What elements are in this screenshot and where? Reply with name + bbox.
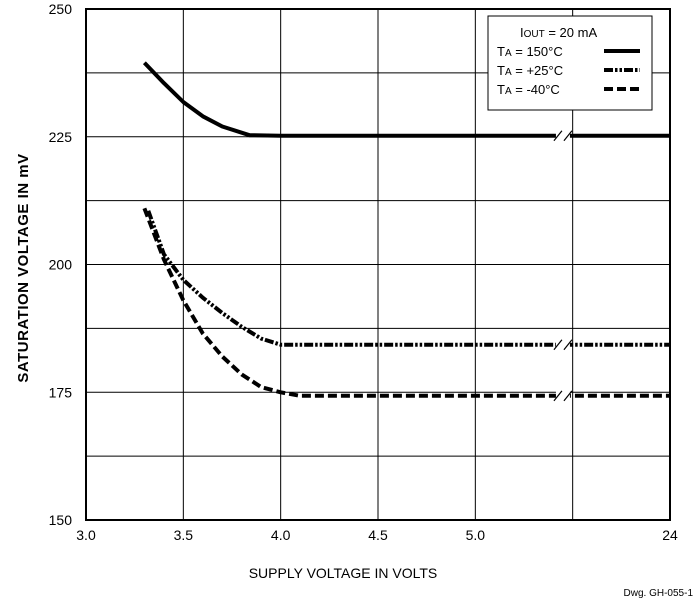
grid bbox=[86, 9, 670, 520]
series-line-2 bbox=[146, 210, 670, 347]
legend-entries: TA = 150°C TA = +25°C TA = -40°C bbox=[497, 44, 640, 97]
break-slash bbox=[553, 130, 563, 142]
break-slash bbox=[563, 130, 573, 142]
y-axis-label: SATURATION VOLTAGE IN mV bbox=[15, 153, 32, 382]
break-gap bbox=[555, 130, 570, 141]
y-tick-label: 175 bbox=[49, 384, 73, 400]
x-tick-label: 3.5 bbox=[174, 527, 194, 543]
break-gap bbox=[555, 339, 570, 350]
series-layer bbox=[142, 61, 670, 398]
legend-box bbox=[487, 15, 653, 111]
y-tick-label: 225 bbox=[49, 129, 73, 145]
y-tick-label: 200 bbox=[49, 257, 73, 273]
y-tick-label: 250 bbox=[49, 1, 73, 17]
y-tick-labels: 150 175 200 225 250 bbox=[49, 1, 73, 528]
break-slash bbox=[563, 339, 573, 351]
x-tick-label: 24 bbox=[662, 527, 678, 543]
legend: IOUT = 20 mA TA = 150°C TA = +25°C TA = -4… bbox=[487, 15, 653, 111]
plot-frame bbox=[85, 8, 671, 521]
break-gap bbox=[555, 390, 570, 401]
x-tick-label: 3.0 bbox=[76, 527, 96, 543]
x-tick-label: 4.0 bbox=[271, 527, 291, 543]
series-line-3 bbox=[142, 207, 670, 398]
y-tick-label: 150 bbox=[49, 512, 73, 528]
legend-label: TA = +25°C bbox=[497, 63, 563, 78]
axis-break-marks bbox=[553, 130, 573, 402]
break-slash bbox=[553, 390, 563, 402]
break-slash bbox=[563, 390, 573, 402]
legend-label: TA = -40°C bbox=[497, 82, 560, 97]
legend-header: IOUT = 20 mA bbox=[520, 25, 597, 40]
drawing-id: Dwg. GH-055-1 bbox=[624, 588, 694, 599]
x-tick-label: 5.0 bbox=[466, 527, 486, 543]
series-line-1 bbox=[142, 61, 670, 138]
x-tick-label: 4.5 bbox=[368, 527, 388, 543]
legend-label: TA = 150°C bbox=[497, 44, 563, 59]
x-axis-label: SUPPLY VOLTAGE IN VOLTS bbox=[249, 565, 438, 581]
break-slash bbox=[553, 339, 563, 351]
x-tick-labels: 3.0 3.5 4.0 4.5 5.0 24 bbox=[76, 527, 678, 543]
